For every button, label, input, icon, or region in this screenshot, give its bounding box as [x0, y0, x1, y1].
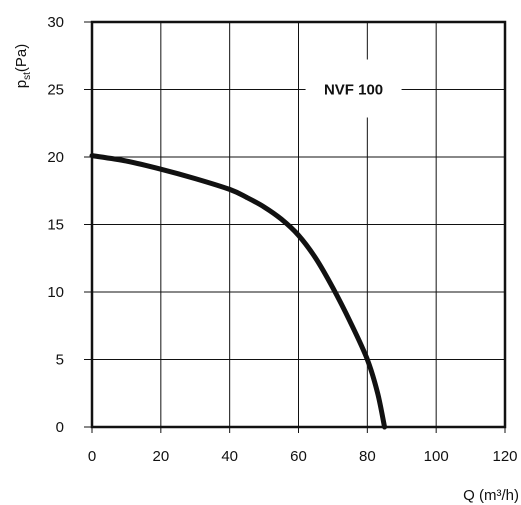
y-tick-label: 20 [47, 149, 64, 166]
x-tick-label: 0 [88, 448, 96, 465]
x-tick-label: 20 [152, 448, 169, 465]
y-axis-title-main: p [13, 80, 30, 88]
tick-layer: 0 20 40 60 80 100 120 0 5 10 15 20 25 30 [47, 14, 517, 465]
y-axis-title-unit: (Pa) [13, 44, 30, 72]
x-axis-title: Q (m³/h) [463, 487, 519, 504]
y-tick-label: 30 [47, 14, 64, 31]
y-tick-label: 15 [47, 217, 64, 234]
grid-layer [84, 21, 506, 433]
x-tick-label: 120 [492, 448, 517, 465]
y-axis-title-sub: st [22, 72, 33, 80]
annotation-layer: NVF 100 [305, 59, 402, 118]
x-tick-label: 80 [359, 448, 376, 465]
y-tick-label: 25 [47, 82, 64, 99]
y-tick-label: 10 [47, 284, 64, 301]
x-tick-label: 40 [221, 448, 238, 465]
y-tick-label: 5 [56, 352, 64, 369]
annotation-background [305, 59, 402, 118]
y-tick-label: 0 [56, 419, 64, 436]
annotation-label: NVF 100 [324, 82, 383, 99]
series-layer [89, 153, 388, 430]
y-axis-title: pst(Pa) [13, 44, 33, 88]
plot-frame [90, 20, 507, 429]
x-tick-label: 60 [290, 448, 307, 465]
x-tick-label: 100 [424, 448, 449, 465]
series-line [89, 153, 388, 430]
